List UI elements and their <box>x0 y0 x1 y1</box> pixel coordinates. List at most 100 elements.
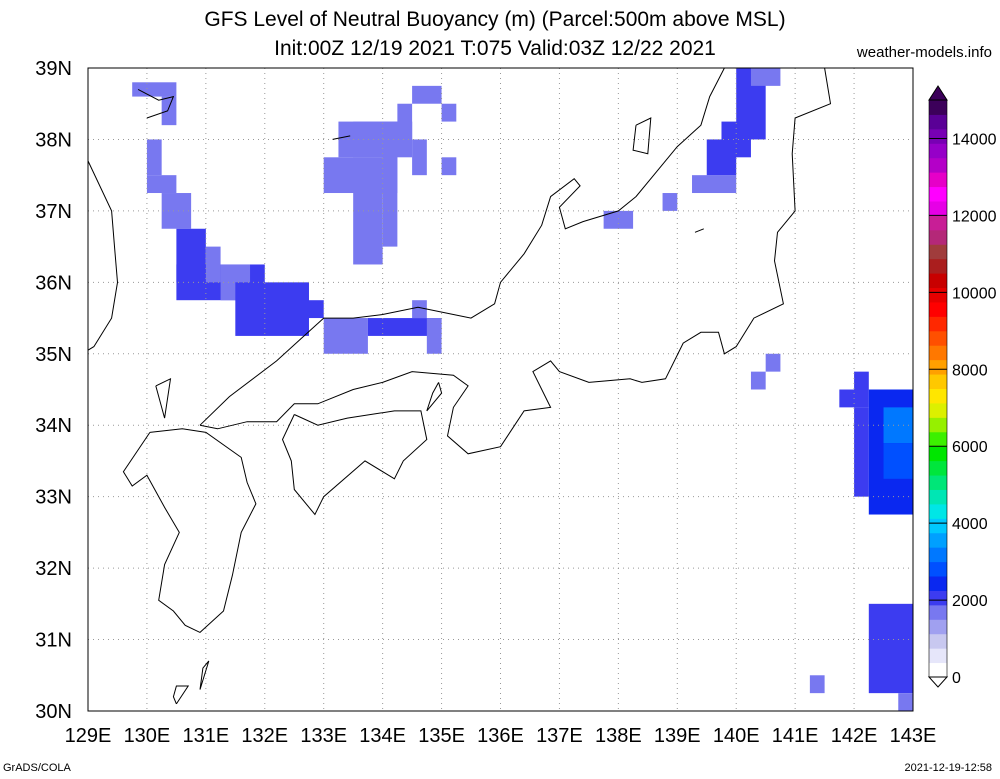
x-tick-label: 129E <box>65 725 112 747</box>
colorbar-swatch <box>929 345 947 361</box>
buoyancy-cell <box>662 193 678 211</box>
colorbar-swatch <box>929 172 947 188</box>
coastline <box>281 410 428 516</box>
colorbar-label: 10000 <box>952 285 997 302</box>
colorbar-swatch <box>929 590 947 606</box>
colorbar-swatch <box>929 388 947 404</box>
colorbar-swatch <box>929 316 947 332</box>
buoyancy-cell <box>868 603 913 694</box>
buoyancy-cell <box>205 246 221 283</box>
buoyancy-cell <box>161 193 192 229</box>
chart-subtitle: Init:00Z 12/19 2021 T:075 Valid:03Z 12/2… <box>274 37 716 60</box>
buoyancy-cell <box>765 353 781 372</box>
x-tick-label: 135E <box>418 725 465 747</box>
colorbar-max-arrow <box>928 85 948 101</box>
colorbar-swatch <box>929 215 947 231</box>
coastline <box>155 377 172 419</box>
x-tick-label: 134E <box>359 725 406 747</box>
coastline <box>426 382 443 412</box>
colorbar-swatch <box>929 200 947 216</box>
coastline <box>694 228 704 233</box>
x-tick-label: 141E <box>772 725 819 747</box>
buoyancy-cell <box>441 103 457 122</box>
colorbar-swatch <box>929 114 947 130</box>
colorbar-swatch <box>929 287 947 303</box>
buoyancy-cell <box>898 693 913 711</box>
colorbar-swatch <box>929 446 947 462</box>
colorbar-swatch <box>929 402 947 418</box>
colorbar-label: 2000 <box>952 593 988 610</box>
colorbar-swatch <box>929 244 947 260</box>
coastline <box>122 428 257 633</box>
map-frame <box>87 67 914 712</box>
coastline <box>332 135 351 140</box>
buoyancy-cell <box>397 103 413 140</box>
y-tick-label: 30N <box>35 701 72 723</box>
x-tick-label: 142E <box>831 725 878 747</box>
buoyancy-cell <box>412 85 442 104</box>
colorbar-label: 12000 <box>952 208 997 225</box>
colorbar-swatch <box>929 475 947 490</box>
colorbar-label: 4000 <box>952 516 988 533</box>
colorbar-swatch <box>929 503 947 519</box>
coastlines <box>87 67 832 705</box>
colorbar-swatch <box>929 417 947 433</box>
buoyancy-cell <box>323 318 368 354</box>
x-tick-label: 136E <box>477 725 524 747</box>
x-tick-label: 139E <box>654 725 701 747</box>
colorbar-swatch <box>929 229 947 245</box>
buoyancy-cell <box>161 96 177 126</box>
coastline <box>172 685 190 705</box>
y-tick-label: 37N <box>35 201 72 223</box>
buoyancy-cell <box>412 139 427 176</box>
buoyancy-cell <box>809 675 825 694</box>
y-tick-label: 38N <box>35 129 72 151</box>
x-tick-label: 143E <box>890 725 937 747</box>
colorbar-label: 8000 <box>952 362 988 379</box>
buoyancy-cell <box>367 318 442 336</box>
x-tick-label: 140E <box>713 725 760 747</box>
x-tick-label: 132E <box>241 725 288 747</box>
colorbar-swatch <box>929 633 947 649</box>
buoyancy-cell <box>146 175 177 194</box>
buoyancy-cell <box>426 318 442 354</box>
y-tick-label: 31N <box>35 630 72 652</box>
x-tick-labels: 129E 130E 131E 132E 133E 134E 135E 136E 137E 138E… <box>65 725 937 747</box>
x-tick-label: 138E <box>595 725 642 747</box>
colorbar-swatch <box>929 431 947 447</box>
colorbar-swatch <box>929 604 947 620</box>
y-tick-label: 34N <box>35 415 72 437</box>
colorbar: 0 2000 4000 6000 8000 10000 12000 14000 <box>927 85 997 688</box>
colorbar-swatch <box>929 186 947 202</box>
buoyancy-cell <box>854 371 869 390</box>
buoyancy-cell <box>146 139 162 176</box>
y-tick-label: 35N <box>35 344 72 366</box>
buoyancy-cell <box>883 443 913 479</box>
map-background <box>88 68 913 711</box>
chart-title: GFS Level of Neutral Buoyancy (m) (Parce… <box>204 8 786 31</box>
colorbar-label: 6000 <box>952 439 988 456</box>
site-label: weather-models.info <box>856 44 992 61</box>
colorbar-swatch <box>929 662 947 678</box>
colorbar-swatch <box>929 460 947 476</box>
buoyancy-cell <box>854 407 869 497</box>
colorbar-swatch <box>929 547 947 563</box>
buoyancy-cell <box>412 300 427 319</box>
y-tick-label: 32N <box>35 558 72 580</box>
colorbar-min-arrow <box>927 676 949 688</box>
colorbar-label: 14000 <box>952 131 997 148</box>
buoyancy-cells <box>132 68 913 711</box>
colorbar-swatch <box>929 576 947 591</box>
buoyancy-cell <box>353 121 413 140</box>
buoyancy-cell <box>132 82 177 97</box>
colorbar-swatch <box>929 258 947 274</box>
colorbar-label: 0 <box>952 670 961 687</box>
colorbar-swatch <box>929 532 947 548</box>
buoyancy-cell <box>441 157 457 176</box>
y-tick-label: 33N <box>35 487 72 509</box>
coastline <box>137 88 175 119</box>
colorbar-swatch <box>929 648 947 664</box>
coastline <box>199 660 210 690</box>
colorbar-swatch <box>929 561 947 577</box>
